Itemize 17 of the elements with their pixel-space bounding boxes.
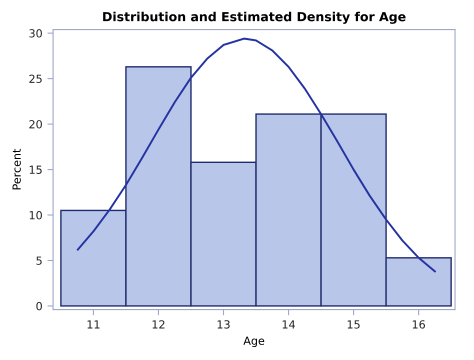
y-tick-label: 25 [29, 74, 42, 84]
chart-title: Distribution and Estimated Density for Age [103, 12, 406, 24]
y-tick-label: 30 [29, 29, 42, 38]
y-tick-label: 0 [36, 302, 42, 310]
x-axis-title: Age [243, 336, 264, 348]
x-tick-label: 13 [218, 320, 230, 329]
y-axis-title: Percent [12, 148, 21, 190]
y-tick-label: 15 [30, 166, 42, 174]
y-tick-label: 5 [36, 256, 42, 265]
y-tick-label: 20 [29, 120, 42, 128]
x-tick-label: 15 [348, 320, 360, 329]
x-tick-label: 11 [88, 320, 100, 328]
x-tick-label: 16 [412, 320, 425, 329]
x-tick-label: 12 [152, 320, 164, 328]
line-series [76, 38, 436, 272]
y-tick-label: 10 [30, 211, 42, 220]
x-tick-label: 14 [282, 320, 295, 328]
